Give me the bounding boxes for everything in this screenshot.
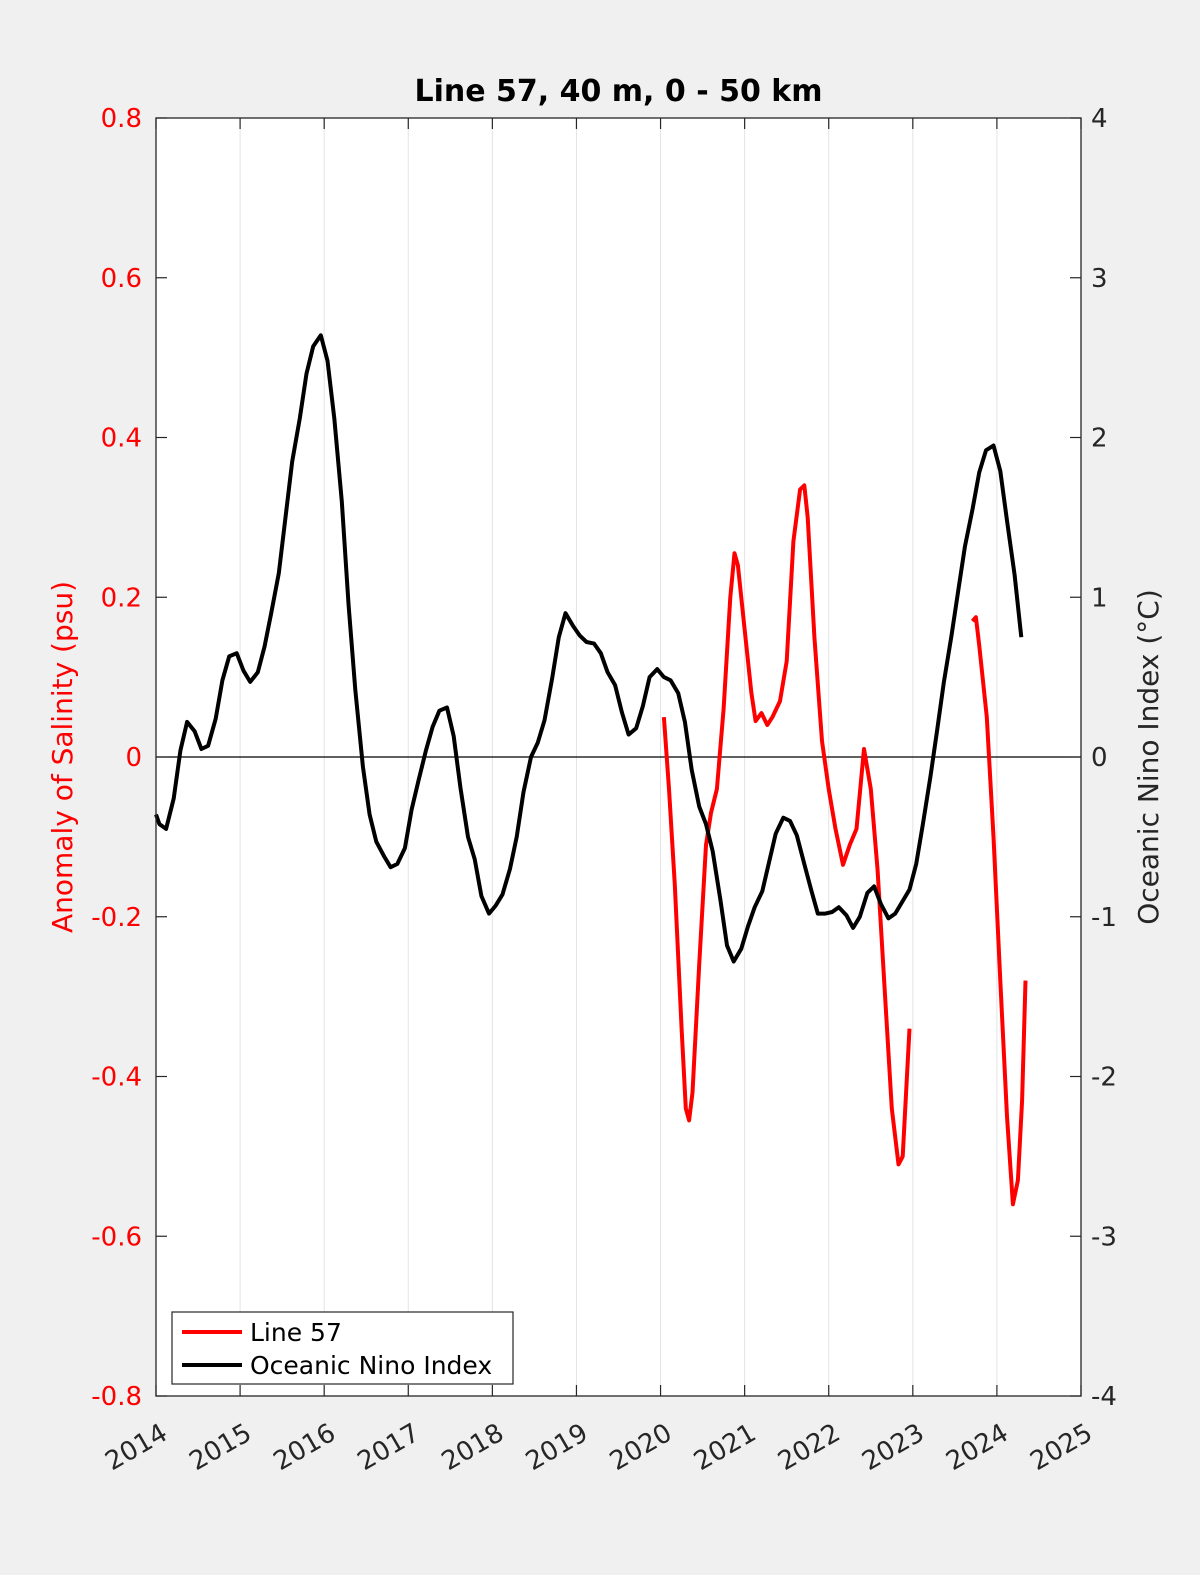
y-left-tick-label: 0	[125, 743, 142, 773]
y-right-tick-label: 2	[1091, 424, 1108, 454]
y-left-tick-label: 0.4	[101, 424, 142, 454]
y-axis-left-label: Anomaly of Salinity (psu)	[46, 581, 79, 933]
y-left-tick-label: 0.2	[101, 583, 142, 613]
y-left-tick-label: 0.6	[101, 264, 142, 294]
y-right-tick-label: -4	[1091, 1382, 1117, 1412]
series-line-57	[661, 483, 912, 1167]
legend: Line 57 Oceanic Nino Index	[171, 1311, 514, 1385]
y-left-tick-label: -0.6	[91, 1222, 142, 1252]
legend-box	[171, 1311, 514, 1385]
y-left-tick-label: -0.8	[91, 1382, 142, 1412]
y-axis-right-label: Oceanic Nino Index (°C)	[1132, 589, 1165, 925]
y-right-tick-label: 4	[1091, 104, 1108, 134]
y-left-tick-label: -0.2	[91, 903, 142, 933]
axis-ticks	[155, 117, 1082, 1397]
series-lines	[154, 333, 1028, 1207]
y-right-tick-label: 3	[1091, 264, 1108, 294]
y-right-tick-label: 0	[1091, 743, 1108, 773]
y-right-tick-label: 1	[1091, 583, 1108, 613]
y-left-tick-label: -0.4	[91, 1063, 142, 1093]
y-right-tick-label: -1	[1091, 903, 1117, 933]
chart-title: Line 57, 40 m, 0 - 50 km	[414, 74, 822, 109]
tick-labels: 2014 2015 2016 2017 2018 2019 2020 2021 2022 2023…	[91, 104, 1117, 1477]
y-right-tick-label: -2	[1091, 1063, 1117, 1093]
legend-label-line-57: Line 57	[250, 1318, 342, 1347]
y-right-tick-label: -3	[1091, 1222, 1117, 1252]
series-line-57	[970, 615, 1028, 1207]
legend-label-oceanic-nino-index: Oceanic Nino Index	[250, 1351, 492, 1380]
y-left-tick-label: 0.8	[101, 104, 142, 134]
series-oceanic-nino-index	[154, 333, 1024, 964]
